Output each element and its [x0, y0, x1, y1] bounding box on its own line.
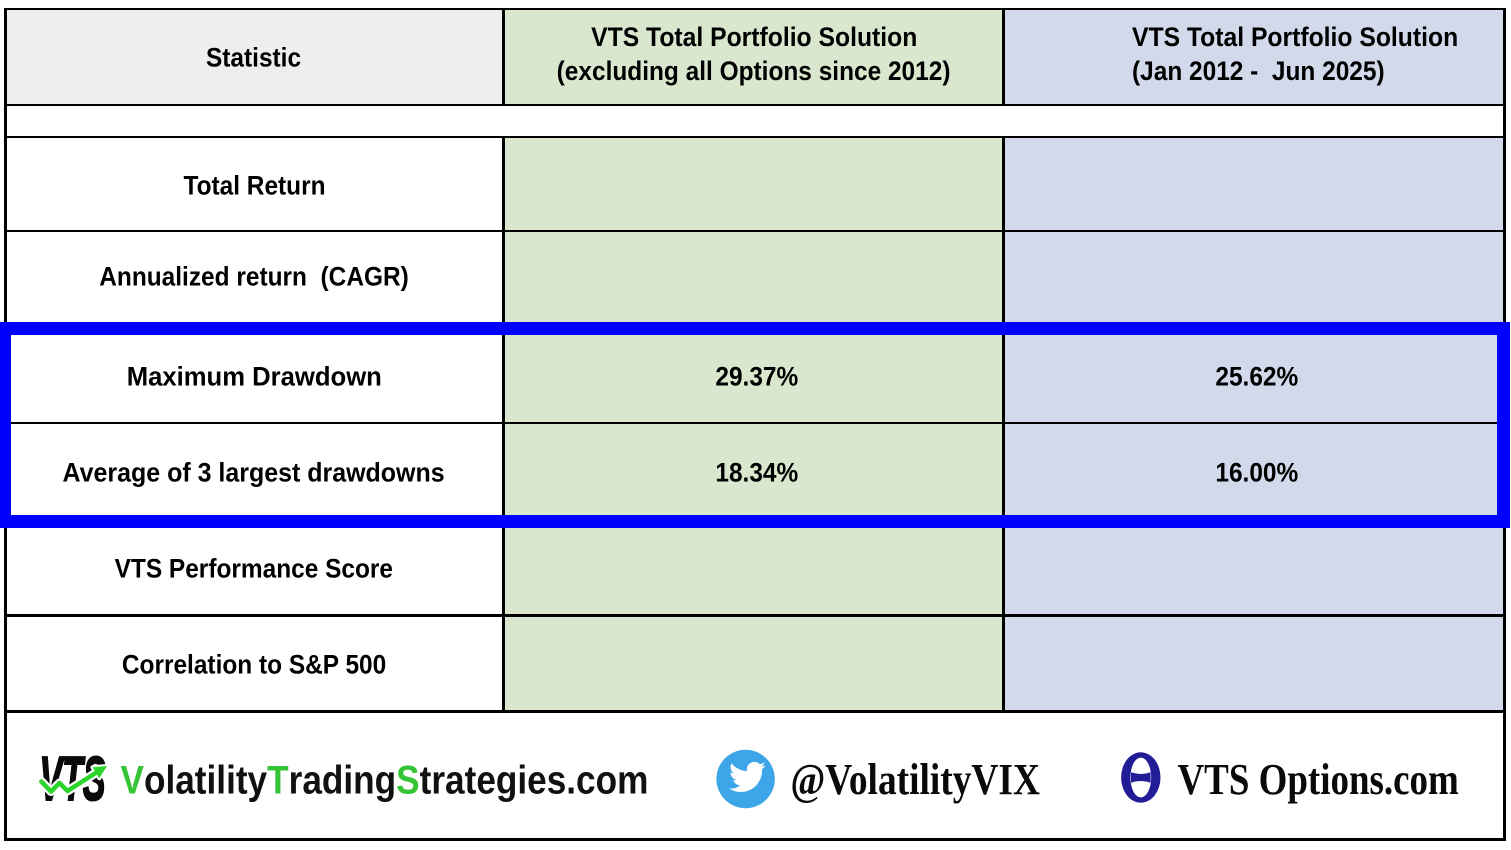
- svg-text:VTS: VTS: [40, 745, 106, 814]
- svg-text:VolatilityTradingStrategies.co: VolatilityTradingStrategies.com: [121, 758, 649, 803]
- svg-text:@VolatilityVIX: @VolatilityVIX: [791, 755, 1040, 803]
- svg-text:VTS Options.com: VTS Options.com: [1178, 755, 1459, 804]
